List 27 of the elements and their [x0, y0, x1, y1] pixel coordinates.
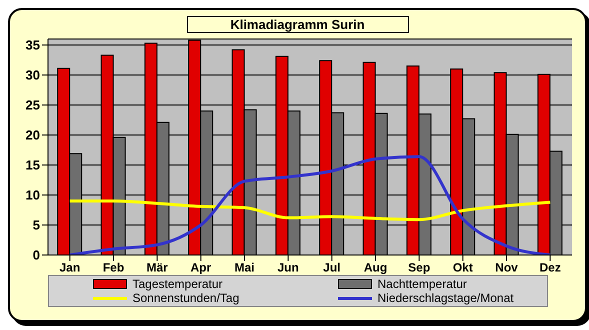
- x-tick-label: Mär: [146, 260, 168, 275]
- y-tick-label: 30: [26, 68, 40, 83]
- x-tick-label: Mai: [234, 260, 255, 275]
- x-tick-label: Nov: [495, 260, 518, 275]
- y-tick-label: 25: [26, 98, 40, 113]
- x-tick-label: Jan: [59, 260, 80, 275]
- line-series: [68, 155, 552, 255]
- chart-title: Klimadiagramm Surin: [186, 16, 408, 33]
- y-tick-label: 35: [26, 38, 40, 53]
- legend-label: Sonnenstunden/Tag: [132, 291, 240, 305]
- legend-label: Tagestemperatur: [132, 277, 223, 291]
- x-tick-label: Jun: [277, 260, 299, 275]
- x-tick-label: Aug: [364, 260, 388, 275]
- x-tick-label: Sep: [408, 260, 430, 275]
- y-tick-label: 0: [32, 248, 40, 263]
- legend-label: Niederschlagstage/Monat: [378, 291, 514, 305]
- y-tick-label: 5: [32, 218, 40, 233]
- x-tick-label: Apr: [190, 260, 212, 275]
- line-series: [68, 200, 552, 222]
- x-tick-label: Dez: [539, 260, 561, 275]
- legend-label: Nachttemperatur: [378, 277, 467, 291]
- y-tick-label: 10: [26, 188, 40, 203]
- y-tick-label: 20: [26, 128, 40, 143]
- x-tick-label: Feb: [102, 260, 124, 275]
- x-tick-label: Jul: [323, 260, 341, 275]
- x-tick-label: Okt: [452, 260, 473, 275]
- y-tick-label: 15: [26, 158, 40, 173]
